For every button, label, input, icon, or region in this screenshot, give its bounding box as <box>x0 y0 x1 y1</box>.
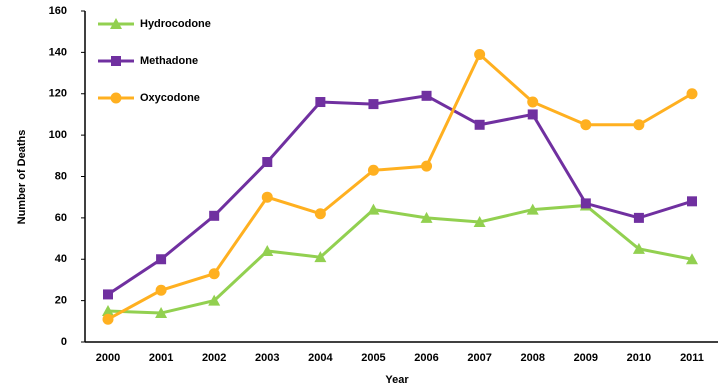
marker <box>261 191 273 203</box>
legend-marker <box>110 18 122 29</box>
marker <box>315 97 326 108</box>
marker <box>686 88 698 100</box>
marker <box>103 289 113 300</box>
marker <box>632 242 645 254</box>
y-tick-label: 120 <box>49 88 67 100</box>
marker <box>474 119 485 130</box>
marker <box>209 210 220 221</box>
series-line <box>107 203 693 315</box>
marker <box>580 119 592 131</box>
legend-label: Methadone <box>140 55 198 67</box>
x-tick-label: 2011 <box>680 352 704 364</box>
y-tick-label: 80 <box>55 170 67 182</box>
legend-label: Oxycodone <box>140 92 200 104</box>
x-axis-label: Year <box>385 374 409 386</box>
marker <box>473 216 486 228</box>
y-axis-label: Number of Deaths <box>16 130 28 225</box>
y-tick-label: 160 <box>49 5 67 17</box>
y-tick-label: 0 <box>61 336 67 348</box>
marker <box>262 157 273 168</box>
marker <box>580 198 591 209</box>
y-tick-label: 20 <box>55 295 67 307</box>
x-tick-label: 2006 <box>414 352 438 364</box>
marker <box>527 109 538 120</box>
x-tick-label: 2000 <box>96 352 120 364</box>
y-tick-label: 60 <box>55 212 67 224</box>
x-tick-label: 2002 <box>202 352 226 364</box>
legend-marker <box>110 92 122 104</box>
marker <box>527 96 539 108</box>
marker <box>208 294 221 306</box>
y-tick-label: 100 <box>49 129 67 141</box>
marker <box>156 254 167 265</box>
marker <box>314 208 326 220</box>
marker <box>686 253 698 265</box>
x-tick-label: 2010 <box>627 352 651 364</box>
marker <box>155 307 168 319</box>
marker <box>261 244 274 256</box>
x-tick-label: 2004 <box>308 352 333 364</box>
marker <box>687 196 697 207</box>
marker <box>367 164 379 176</box>
x-tick-label: 2005 <box>361 352 385 364</box>
marker <box>420 211 433 223</box>
marker <box>208 268 220 280</box>
x-tick-label: 2008 <box>520 352 544 364</box>
series-line <box>107 51 693 321</box>
legend-label: Hydrocodone <box>140 18 211 30</box>
marker <box>155 284 167 296</box>
y-tick-label: 40 <box>55 253 67 265</box>
marker <box>368 99 379 110</box>
x-tick-label: 2001 <box>149 352 173 364</box>
marker <box>526 203 539 215</box>
marker <box>102 313 114 325</box>
series-line <box>107 94 693 296</box>
marker <box>633 212 644 223</box>
legend-marker <box>111 56 121 66</box>
x-tick-label: 2003 <box>255 352 279 364</box>
marker <box>314 251 327 263</box>
marker <box>474 48 486 60</box>
marker <box>367 203 380 215</box>
marker <box>633 119 645 131</box>
x-tick-label: 2009 <box>574 352 598 364</box>
marker <box>421 90 432 101</box>
marker <box>102 304 114 316</box>
marker <box>421 160 433 172</box>
x-tick-label: 2007 <box>467 352 491 364</box>
y-tick-label: 140 <box>49 46 67 58</box>
